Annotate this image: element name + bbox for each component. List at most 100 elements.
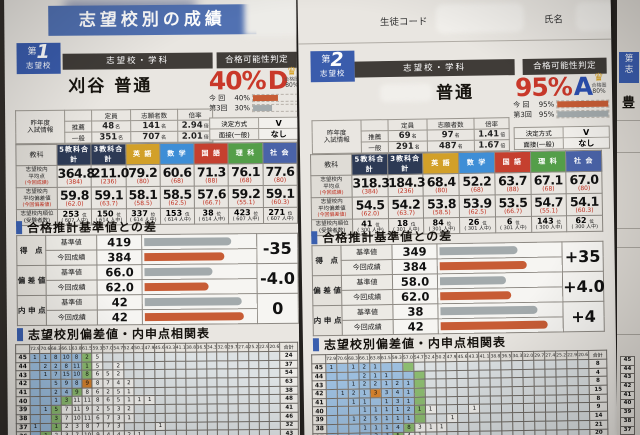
correlation-row-label: 43 (312, 380, 327, 390)
correlation-cell (134, 404, 145, 414)
subject-row-sublabel: (今回成績) (24, 179, 49, 187)
correlation-cell: 6 (102, 396, 114, 406)
correlation-cell: 2 (359, 415, 371, 424)
subject-score-table-container: 教科 5教科合計 3教科合計英 語数 学国 語理 科社 会志望校内 平均点 (今回成績)… (310, 150, 603, 237)
exam-decision-value: V (563, 126, 609, 138)
correlation-cell (480, 430, 492, 435)
subject-value-cell: 58.5 (62.5) (160, 186, 195, 209)
subject-corner: 教科 (15, 144, 58, 166)
correlation-cell (556, 394, 568, 404)
table-edge-line (617, 152, 640, 153)
correlation-cell: 1 (380, 379, 392, 389)
correlation-cell: 2 (391, 379, 403, 389)
correlation-row-label: 38 (312, 424, 327, 434)
redaction-blob (379, 83, 433, 103)
correlation-cell (413, 362, 425, 371)
correlation-cell (206, 360, 218, 370)
correlation-cell: 1 (369, 362, 381, 372)
correlation-cell (533, 360, 545, 370)
correlation-cell (545, 412, 557, 421)
correlation-cell (446, 370, 458, 380)
page-title-text: 志望校別の成績 (78, 9, 226, 31)
correlation-row-label: 43 (620, 374, 635, 384)
correlation-cell (186, 404, 197, 414)
correlation-cell (217, 403, 228, 413)
correlation-cell (217, 395, 228, 405)
correlation-cell (144, 378, 155, 388)
correlation-cell (238, 403, 249, 413)
subject-row-sublabel: (今回成績) (319, 189, 344, 197)
correlation-cell (206, 369, 218, 379)
correlation-cell: 1 (468, 404, 480, 414)
correlation-cell (424, 370, 436, 380)
correlation-cell (258, 351, 270, 361)
subject-value-cell: 52.2 (68) (458, 172, 495, 196)
judgment-trend-bar (557, 100, 609, 108)
correlation-cell (196, 395, 208, 405)
correlation-cell (238, 386, 249, 396)
correlation-cell: 3 (113, 422, 125, 432)
correlation-cell (123, 352, 134, 362)
correlation-cell (175, 413, 187, 422)
correlation-cell: 3 (61, 396, 72, 406)
crown-icon: ♛ (593, 70, 604, 84)
correlation-cell (513, 429, 525, 435)
correlation-cell (196, 352, 207, 361)
subject-col-header: 5教科合計 (56, 144, 92, 166)
correlation-cell (457, 396, 469, 405)
correlation-cell (207, 404, 218, 413)
correlation-cell: 3 (71, 422, 83, 432)
correlation-cell (577, 368, 590, 378)
correlation-cell (196, 360, 207, 370)
correlation-cell (133, 361, 145, 371)
diff-value: 419 (96, 234, 142, 250)
subject-row-label: 志望校内 平均点 (今回成績) (16, 165, 58, 188)
school-name: 刈谷 普通 (68, 75, 153, 97)
correlation-cell (457, 378, 469, 388)
judgment-trend-row: 第3回 30% (209, 103, 300, 112)
correlation-cell (40, 379, 51, 389)
correlation-cell (217, 412, 229, 422)
exam-unit: 名 (414, 144, 420, 151)
correlation-col-header: 70.6 (40, 344, 51, 354)
correlation-col-header: 52.4 (123, 343, 134, 353)
correlation-cell (337, 397, 349, 407)
exam-value-cell: 97名 (427, 129, 475, 141)
correlation-cell (556, 385, 568, 395)
correlation-cell (217, 386, 228, 396)
correlation-cell: 3 (61, 431, 73, 435)
correlation-cell (435, 405, 448, 414)
correlation-col-header: 36.5 (196, 343, 207, 353)
correlation-cell (567, 385, 579, 395)
correlation-cell: 1 (347, 363, 359, 372)
diff-value: 38 (392, 303, 439, 320)
correlation-cell (217, 377, 228, 387)
correlation-cell (457, 361, 469, 371)
correlation-cell (534, 420, 546, 430)
correlation-cell: 5 (92, 352, 103, 362)
correlation-cell (102, 352, 114, 362)
correlation-cell (370, 397, 382, 407)
subject-corner: 教科 (310, 154, 352, 176)
correlation-cell (424, 387, 436, 397)
correlation-cell (501, 378, 513, 387)
correlation-cell (196, 412, 208, 422)
correlation-cell: 1 (29, 353, 41, 363)
correlation-sum-value: 63 (279, 377, 298, 387)
judgment-trend-value: 95% (538, 100, 555, 109)
correlation-cell (491, 421, 503, 431)
correlation-cell (436, 413, 448, 423)
diff-bar-cell (438, 316, 564, 334)
correlation-cell (207, 421, 218, 431)
student-code-label: 生徒コード (379, 16, 428, 29)
correlation-cell (175, 404, 187, 414)
exam-value: 351 (99, 132, 118, 143)
correlation-sum-value: 8 (589, 376, 608, 386)
correlation-col-header: 32.0 (216, 342, 228, 352)
student-name-label: 氏名 (543, 14, 564, 26)
correlation-row-label: 39 (16, 405, 31, 415)
correlation-cell: 2 (113, 370, 124, 379)
correlation-cell (175, 421, 187, 431)
subject-rank-cell: 38 位( 614 人中) (194, 207, 229, 225)
subject-own-score: (63.7) (99, 200, 118, 208)
